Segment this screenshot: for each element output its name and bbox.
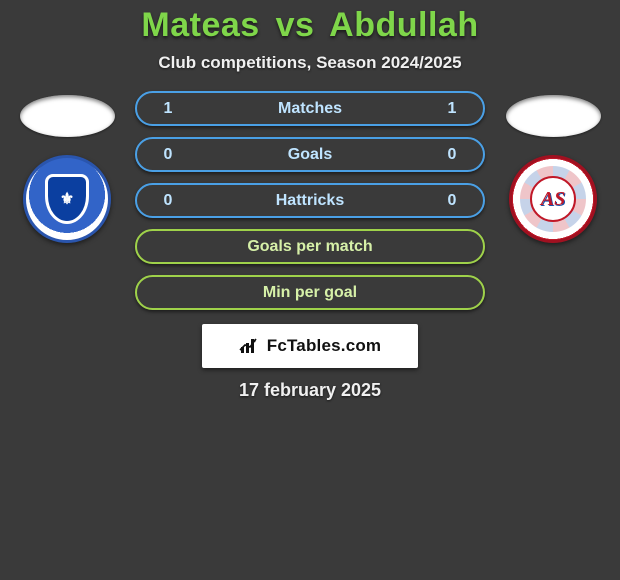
footer-date: 17 february 2025 [0,380,620,401]
vs-separator: vs [276,6,315,44]
player1-club-badge: ⚜ [23,155,111,243]
stat-row: 1Matches1 [135,91,485,126]
right-side: AS [503,91,603,243]
stat-row: 0Hattricks0 [135,183,485,218]
bar-chart-icon [239,337,261,355]
stat-row: 0Goals0 [135,137,485,172]
stat-label: Min per goal [183,284,437,302]
left-side: ⚜ [17,91,117,243]
stat-label: Matches [183,100,437,118]
stat-left-value: 0 [153,192,183,210]
stats-list: 1Matches10Goals00Hattricks0Goals per mat… [135,91,485,310]
player2-avatar-placeholder [506,95,601,137]
stat-right-value: 0 [437,146,467,164]
subtitle: Club competitions, Season 2024/2025 [0,53,620,73]
stat-label: Goals per match [183,238,437,256]
comparison-card: Mateas vs Abdullah Club competitions, Se… [0,0,620,401]
stat-label: Goals [183,146,437,164]
stat-right-value: 0 [437,192,467,210]
branding-box[interactable]: FcTables.com [202,324,418,368]
player1-name: Mateas [141,6,259,44]
stat-row: Goals per match [135,229,485,264]
stat-label: Hattricks [183,192,437,210]
player2-club-badge: AS [509,155,597,243]
stat-left-value: 1 [153,100,183,118]
player2-name: Abdullah [329,6,478,44]
branding-label: FcTables.com [267,336,382,356]
badge-center: AS [530,176,576,222]
club2-monogram: AS [541,188,565,211]
club1-ring-text [26,158,108,240]
comparison-body: ⚜ 1Matches10Goals00Hattricks0Goals per m… [0,91,620,310]
stat-left-value: 0 [153,146,183,164]
stat-row: Min per goal [135,275,485,310]
page-title: Mateas vs Abdullah [0,6,620,45]
stat-right-value: 1 [437,100,467,118]
player1-avatar-placeholder [20,95,115,137]
